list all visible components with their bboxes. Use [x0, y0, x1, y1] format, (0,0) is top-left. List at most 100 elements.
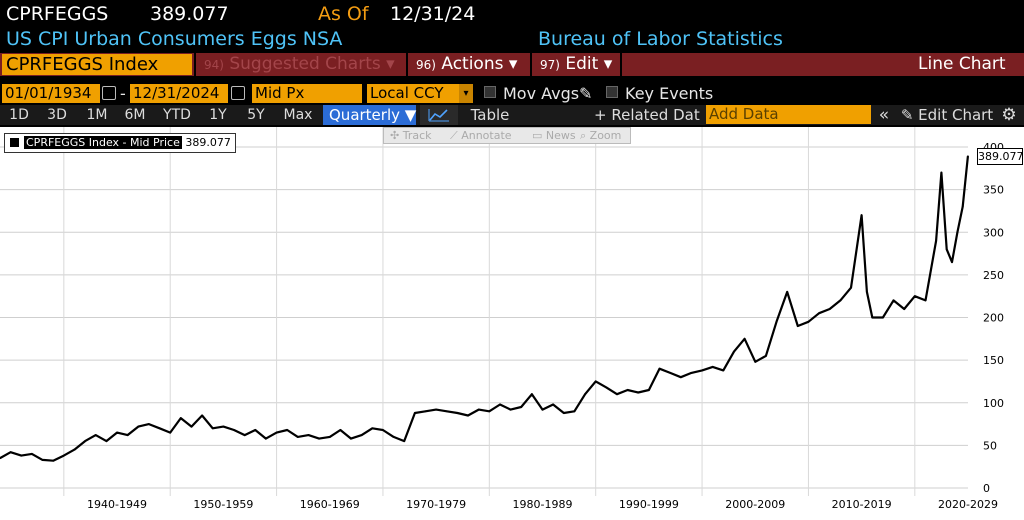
y-tick-label: 350 [983, 184, 1004, 197]
data-point [520, 406, 523, 408]
range-max-button[interactable]: Max [283, 107, 313, 123]
range-1m-button[interactable]: 1M [86, 107, 108, 123]
y-tick-label: 200 [983, 312, 1004, 325]
zoom-tool[interactable]: ⌕ Zoom [580, 129, 622, 142]
data-point [951, 261, 953, 263]
line-chart-icon[interactable] [420, 105, 458, 125]
field-select[interactable]: Mid Px [252, 84, 362, 103]
data-point [350, 437, 352, 440]
security-field[interactable]: CPRFEGGS Index [2, 54, 192, 75]
x-tick-label: 2010-2019 [832, 498, 892, 511]
x-tick-label: 1940-1949 [87, 498, 147, 511]
chevron-down-icon: ▾ [603, 54, 613, 74]
x-tick-label: 2000-2009 [725, 498, 785, 511]
data-point [669, 372, 672, 374]
data-point [222, 425, 225, 428]
as-of-date: 12/31/24 [390, 3, 476, 25]
data-point [20, 454, 23, 457]
data-point [637, 391, 640, 394]
chart-type-label[interactable]: Line Chart [918, 54, 1006, 74]
data-point [467, 414, 469, 417]
x-tick-label: 1980-1989 [513, 498, 573, 511]
data-point [73, 448, 76, 451]
range-5y-button[interactable]: 5Y [247, 107, 265, 123]
data-point [456, 412, 459, 414]
y-tick-label: 250 [983, 269, 1004, 282]
data-point [116, 431, 118, 434]
x-tick-label: 1970-1979 [406, 498, 466, 511]
data-point [275, 431, 278, 434]
actions-label: Actions [441, 54, 504, 74]
data-point [84, 440, 86, 442]
data-point [807, 320, 810, 323]
edit-chart-button[interactable]: ✎ Edit Chart [900, 106, 994, 124]
data-point [945, 248, 948, 251]
suggested-charts-button[interactable]: 94) Suggested Charts ▾ [198, 53, 404, 76]
data-point [41, 459, 44, 461]
gear-icon[interactable]: ⚙ [1001, 105, 1017, 125]
data-point [584, 393, 586, 396]
add-data-input[interactable]: Add Data [706, 105, 871, 124]
mov-avgs-checkbox[interactable] [484, 86, 496, 98]
data-point [52, 459, 55, 462]
annotate-tool[interactable]: ⟋ Annotate [450, 129, 512, 142]
data-point [871, 316, 874, 319]
end-date-input[interactable]: 12/31/2024 [130, 84, 228, 103]
frequency-select[interactable]: Quarterly ▼ [323, 105, 416, 125]
data-source: Bureau of Labor Statistics [538, 28, 783, 50]
key-events-checkbox[interactable] [606, 86, 618, 98]
data-point [722, 369, 725, 372]
pencil-icon[interactable]: ✎ [579, 84, 593, 103]
chart-legend[interactable]: CPRFEGGS Index - Mid Price 389.077 [4, 133, 236, 153]
data-point [743, 337, 746, 340]
data-point [307, 434, 310, 436]
collapse-icon[interactable]: « [878, 105, 890, 125]
range-1d-button[interactable]: 1D [9, 107, 29, 123]
range-ytd-button[interactable]: YTD [163, 107, 191, 123]
data-point [360, 434, 363, 436]
data-point [265, 437, 267, 440]
data-point [967, 155, 969, 158]
news-tool[interactable]: ▭ News [532, 129, 576, 142]
data-point [499, 403, 501, 406]
data-point [169, 431, 172, 434]
x-tick-label: 1950-1959 [193, 498, 253, 511]
data-point [562, 412, 565, 414]
start-date-input[interactable]: 01/01/1934 [2, 84, 100, 103]
data-point [126, 434, 129, 436]
related-data-button[interactable]: + Related Data [594, 106, 700, 124]
data-point [594, 380, 597, 383]
calendar-icon[interactable] [102, 86, 116, 100]
track-tool[interactable]: ✣ Track [390, 129, 432, 142]
data-point [62, 454, 65, 457]
last-price: 389.077 [150, 3, 229, 25]
y-tick-label: 50 [983, 439, 997, 452]
data-point [254, 429, 257, 431]
data-point [786, 291, 789, 293]
data-point [940, 171, 943, 174]
line-chart: 0501001502002503003504001940-19491950-19… [0, 127, 1004, 511]
currency-select[interactable]: Local CCY ▾ [367, 84, 473, 103]
actions-button[interactable]: 96) Actions ▾ [410, 53, 528, 76]
data-point [158, 427, 161, 430]
data-point [850, 286, 852, 289]
range-3d-button[interactable]: 3D [47, 107, 67, 123]
y-tick-label: 100 [983, 397, 1004, 410]
calendar-icon[interactable] [231, 86, 245, 100]
data-point [382, 429, 384, 431]
edit-number: 97) [540, 58, 560, 72]
series-line [0, 156, 969, 462]
actions-number: 96) [416, 58, 436, 72]
legend-series-name: CPRFEGGS Index - Mid Price [24, 136, 182, 149]
range-6m-button[interactable]: 6M [124, 107, 146, 123]
data-point [541, 408, 544, 411]
data-point [860, 214, 863, 217]
chart-area[interactable]: 0501001502002503003504001940-19491950-19… [0, 127, 1024, 520]
data-point [552, 403, 554, 406]
range-1y-button[interactable]: 1Y [209, 107, 227, 123]
table-button[interactable]: Table [470, 106, 510, 124]
last-value-label: 389.077 [977, 148, 1024, 165]
chevron-down-icon: ▾ [386, 54, 395, 74]
edit-button[interactable]: 97) Edit ▾ [534, 53, 620, 76]
y-tick-label: 0 [983, 482, 990, 495]
